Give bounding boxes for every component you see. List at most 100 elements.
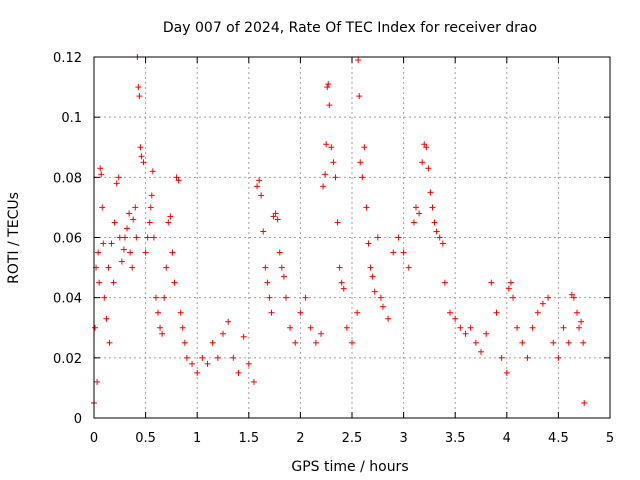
- data-point: [175, 177, 182, 184]
- data-point: [142, 249, 149, 256]
- data-point: [503, 369, 510, 376]
- data-point: [181, 339, 188, 346]
- data-point: [514, 324, 521, 331]
- y-tick-label: 0.12: [53, 51, 82, 66]
- data-point: [220, 330, 226, 337]
- data-point: [146, 219, 153, 226]
- data-point: [312, 339, 319, 346]
- data-point: [338, 279, 345, 286]
- data-point: [436, 234, 443, 241]
- data-point: [410, 219, 417, 226]
- data-point: [507, 279, 514, 286]
- y-tick-label: 0.1: [61, 111, 82, 126]
- data-point: [580, 339, 587, 346]
- data-point: [108, 240, 115, 247]
- data-point: [439, 240, 446, 247]
- data-point: [340, 285, 347, 292]
- data-point: [361, 144, 368, 151]
- x-tick-label: 1: [193, 431, 201, 446]
- data-point: [103, 315, 110, 322]
- data-point: [260, 228, 267, 235]
- data-point: [326, 102, 333, 109]
- data-point: [225, 318, 232, 325]
- data-point: [280, 273, 287, 280]
- data-point: [374, 234, 381, 241]
- data-point: [235, 369, 242, 376]
- data-point: [124, 225, 131, 232]
- x-axis-label: GPS time / hours: [291, 459, 408, 475]
- x-tick-label: 0: [90, 431, 98, 446]
- data-point: [194, 369, 201, 376]
- data-point: [137, 144, 144, 151]
- data-point: [138, 153, 145, 160]
- data-point: [334, 219, 341, 226]
- data-point: [147, 204, 154, 211]
- data-point: [385, 315, 392, 322]
- data-point: [133, 234, 140, 241]
- data-point: [130, 216, 137, 223]
- data-point: [390, 249, 397, 256]
- data-point: [240, 333, 247, 340]
- data-point: [568, 291, 575, 298]
- data-point: [116, 234, 123, 241]
- x-tick-label: 3.5: [445, 431, 466, 446]
- data-point: [264, 279, 271, 286]
- data-point: [529, 324, 536, 331]
- data-point: [163, 264, 170, 271]
- y-tick-label: 0.02: [53, 352, 82, 367]
- data-point: [165, 219, 172, 226]
- data-point: [332, 174, 339, 181]
- data-point: [101, 294, 108, 301]
- data-point: [416, 210, 423, 217]
- data-point: [467, 324, 474, 331]
- data-point: [354, 309, 361, 316]
- data-point: [189, 360, 196, 367]
- data-point: [278, 264, 285, 271]
- data-point: [171, 279, 178, 286]
- y-tick-labels: 0 0.02 0.04 0.06 0.08 0.1 0.12: [53, 51, 82, 427]
- data-point: [204, 360, 211, 367]
- data-point: [433, 228, 440, 235]
- x-tick-label: 4.5: [548, 431, 569, 446]
- data-point: [282, 294, 289, 301]
- data-point: [524, 354, 531, 361]
- data-point: [148, 192, 155, 199]
- data-point: [199, 354, 206, 361]
- data-point: [276, 249, 283, 256]
- data-point: [323, 141, 330, 148]
- data-point: [365, 240, 372, 247]
- data-point: [363, 204, 370, 211]
- data-point: [100, 240, 107, 247]
- data-point: [421, 141, 428, 148]
- data-point: [519, 339, 526, 346]
- axis-ticks: [93, 56, 611, 419]
- data-point: [581, 399, 588, 406]
- data-point: [126, 210, 133, 217]
- data-point: [343, 324, 350, 331]
- data-point: [505, 285, 512, 292]
- data-point: [578, 318, 585, 325]
- data-point: [349, 339, 355, 346]
- data-point: [115, 174, 122, 181]
- data-point: [287, 324, 294, 331]
- data-point: [111, 219, 118, 226]
- grid-lines: [94, 57, 610, 418]
- data-point: [431, 219, 438, 226]
- data-point: [462, 330, 469, 337]
- data-point: [565, 339, 572, 346]
- data-points: [91, 54, 588, 406]
- data-point: [573, 309, 580, 316]
- data-point: [113, 180, 120, 187]
- data-point: [330, 159, 337, 166]
- data-point: [159, 330, 166, 337]
- data-point: [173, 174, 180, 181]
- data-point: [423, 144, 430, 151]
- data-point: [307, 324, 314, 331]
- data-point: [121, 234, 128, 241]
- data-point: [94, 378, 101, 385]
- data-point: [357, 159, 364, 166]
- data-point: [177, 309, 184, 316]
- data-point: [405, 264, 412, 271]
- x-tick-label: 2.5: [342, 431, 363, 446]
